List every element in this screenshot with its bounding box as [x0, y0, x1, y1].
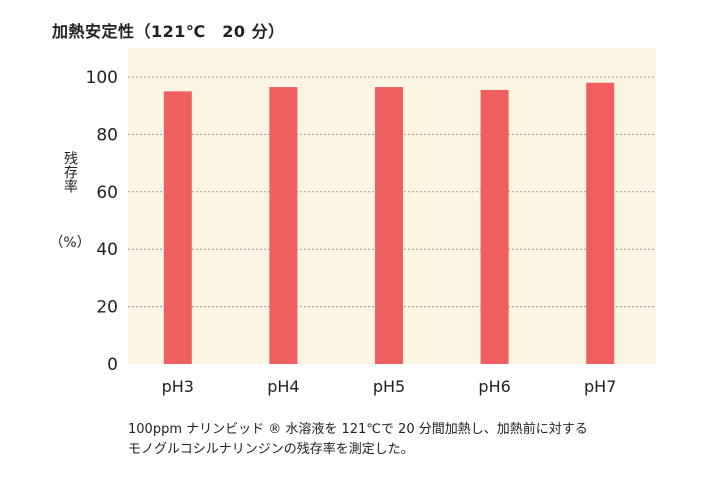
x-tick-label: pH7 [584, 377, 616, 396]
chart-title: 加熱安定性（121℃ 20 分） [52, 22, 285, 41]
caption: 100ppm ナリンビッド ® 水溶液を 121℃で 20 分間加熱し、加熱前に… [128, 420, 588, 460]
x-tick-label: pH5 [373, 377, 405, 396]
bars [163, 82, 615, 365]
y-axis-unit: （%） [49, 235, 90, 251]
bar-ph3 [163, 91, 192, 364]
y-tick-label: 80 [96, 125, 118, 145]
bar-ph7 [586, 82, 615, 365]
x-tick-label: pH6 [478, 377, 510, 396]
caption-line-1: 100ppm ナリンビッド ® 水溶液を 121℃で 20 分間加熱し、加熱前に… [128, 422, 588, 437]
y-ticks: 0 20 40 60 80 100 [86, 68, 118, 375]
bar-ph4 [269, 87, 298, 365]
bar-ph5 [375, 87, 403, 365]
caption-line-2: モノグルコシルナリンジンの残存率を測定した。 [128, 442, 414, 457]
y-tick-label: 40 [96, 240, 118, 260]
y-tick-label: 0 [107, 355, 118, 375]
x-tick-label: pH4 [267, 377, 299, 396]
y-tick-label: 100 [86, 68, 118, 88]
x-ticks: pH3 pH4 pH5 pH6 pH7 [162, 377, 617, 396]
y-axis-label: 残存率 [62, 151, 78, 193]
bar-ph6 [480, 89, 509, 364]
y-tick-label: 20 [96, 298, 118, 318]
y-tick-label: 60 [96, 183, 118, 203]
x-tick-label: pH3 [162, 377, 194, 396]
